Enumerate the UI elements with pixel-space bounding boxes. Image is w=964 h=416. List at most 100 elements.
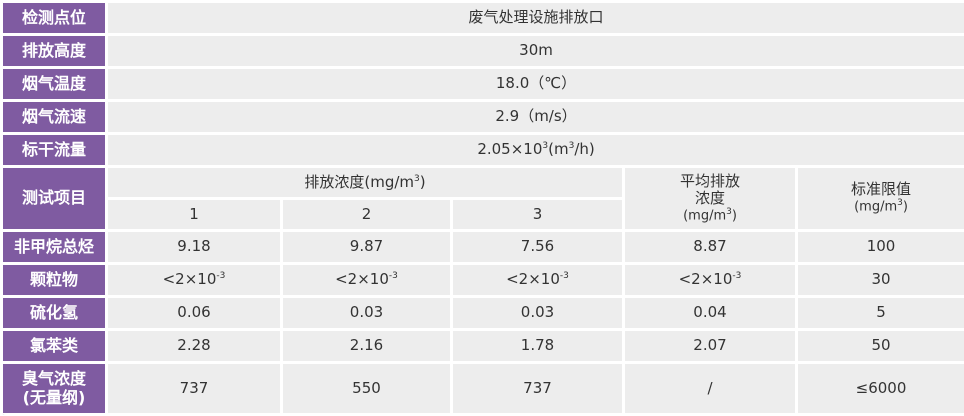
avg-label: 平均排放 (625, 173, 795, 190)
limit-label: 标准限值 (798, 181, 964, 198)
value-text: <2×10 (679, 270, 733, 288)
value-cell: 0.06 (107, 297, 282, 330)
value-cell: ≤6000 (797, 363, 964, 415)
value-cell: 1.78 (452, 330, 624, 363)
value-text: ≤6000 (856, 379, 907, 397)
value-text: 737 (180, 379, 209, 397)
avg-unit-text: (mg/m (683, 208, 726, 223)
row-label: 颗粒物 (2, 264, 107, 297)
conc-header: 排放浓度(mg/m3) (107, 167, 624, 199)
sample-header: 1 (107, 199, 282, 231)
value-text: 7.56 (521, 237, 554, 255)
value-cell: / (624, 363, 797, 415)
row-label-text: 氯苯类 (3, 337, 105, 355)
info-value: 30m (107, 35, 964, 68)
value-text: 50 (871, 336, 890, 354)
value-text: 0.06 (177, 303, 210, 321)
row-label: 非甲烷总烃 (2, 231, 107, 264)
value-cell: 5 (797, 297, 964, 330)
value-exp: -3 (560, 271, 569, 281)
info-value: 18.0（℃） (107, 68, 964, 101)
value-cell: 2.07 (624, 330, 797, 363)
value-exp: -3 (389, 271, 398, 281)
value-text: <2×10 (506, 270, 560, 288)
value-exp: -3 (732, 271, 741, 281)
row-label: 烟气流速 (2, 101, 107, 134)
value-cell: 737 (452, 363, 624, 415)
value-cell: 0.03 (452, 297, 624, 330)
flow-prefix: 2.05×10 (477, 140, 542, 158)
row-label: 烟气温度 (2, 68, 107, 101)
value-cell: 0.04 (624, 297, 797, 330)
value-text: 2.16 (350, 336, 383, 354)
info-value: 废气处理设施排放口 (107, 2, 964, 35)
flow-unit-suffix: /h) (574, 140, 594, 158)
limit-unit: (mg/m3) (798, 198, 964, 215)
value-text: <2×10 (163, 270, 217, 288)
flow-unit: (m (548, 140, 568, 158)
avg-header: 平均排放浓度(mg/m3) (624, 167, 797, 231)
avg-unit: (mg/m3) (625, 207, 795, 224)
conc-label: 排放浓度(mg/m (304, 173, 414, 191)
value-text: 1.78 (521, 336, 554, 354)
value-cell: 9.18 (107, 231, 282, 264)
value-cell: 2.16 (282, 330, 452, 363)
value-cell: 100 (797, 231, 964, 264)
row-label-text: 硫化氢 (3, 304, 105, 322)
avg-label2: 浓度 (625, 190, 795, 207)
value-text: 0.03 (521, 303, 554, 321)
info-value: 2.9（m/s） (107, 101, 964, 134)
row-label: 臭气浓度(无量纲) (2, 363, 107, 415)
value-text: 2.28 (177, 336, 210, 354)
value-cell: 737 (107, 363, 282, 415)
value-text: 9.87 (350, 237, 383, 255)
value-text: 550 (352, 379, 381, 397)
table-row: 臭气浓度(无量纲) 737 550 737 / ≤6000 (2, 363, 964, 415)
table-row: 氯苯类 2.28 2.16 1.78 2.07 50 (2, 330, 964, 363)
value-text: 737 (523, 379, 552, 397)
row-label: 标干流量 (2, 134, 107, 167)
row-label: 排放高度 (2, 35, 107, 68)
item-header: 测试项目 (2, 167, 107, 231)
value-cell: <2×10-3 (107, 264, 282, 297)
row-label: 检测点位 (2, 2, 107, 35)
row-label: 硫化氢 (2, 297, 107, 330)
value-cell: 9.87 (282, 231, 452, 264)
row-label-sub: (无量纲) (3, 389, 105, 407)
limit-unit-text: (mg/m (854, 200, 897, 215)
value-cell: 30 (797, 264, 964, 297)
table-row: 非甲烷总烃 9.18 9.87 7.56 8.87 100 (2, 231, 964, 264)
value-cell: <2×10-3 (282, 264, 452, 297)
value-text: 0.03 (350, 303, 383, 321)
limit-unit-close: ) (903, 200, 908, 215)
row-label-text: 非甲烷总烃 (3, 238, 105, 256)
avg-unit-close: ) (732, 208, 737, 223)
value-cell: 550 (282, 363, 452, 415)
value-text: 9.18 (177, 237, 210, 255)
row-label-text: 颗粒物 (3, 271, 105, 289)
value-cell: <2×10-3 (624, 264, 797, 297)
value-text: 0.04 (693, 303, 726, 321)
value-text: / (707, 379, 712, 397)
value-cell: 8.87 (624, 231, 797, 264)
row-label: 氯苯类 (2, 330, 107, 363)
value-cell: 50 (797, 330, 964, 363)
value-text: 2.07 (693, 336, 726, 354)
row-label-text: 臭气浓度 (3, 370, 105, 388)
conc-close: ) (420, 173, 426, 191)
value-text: 8.87 (693, 237, 726, 255)
value-cell: 2.28 (107, 330, 282, 363)
value-text: <2×10 (335, 270, 389, 288)
info-value: 2.05×103(m3/h) (107, 134, 964, 167)
value-text: 30 (871, 270, 890, 288)
table-row: 硫化氢 0.06 0.03 0.03 0.04 5 (2, 297, 964, 330)
value-text: 100 (867, 237, 896, 255)
value-text: 5 (876, 303, 886, 321)
value-cell: 7.56 (452, 231, 624, 264)
value-exp: -3 (216, 271, 225, 281)
value-cell: 0.03 (282, 297, 452, 330)
limit-header: 标准限值(mg/m3) (797, 167, 964, 231)
value-cell: <2×10-3 (452, 264, 624, 297)
